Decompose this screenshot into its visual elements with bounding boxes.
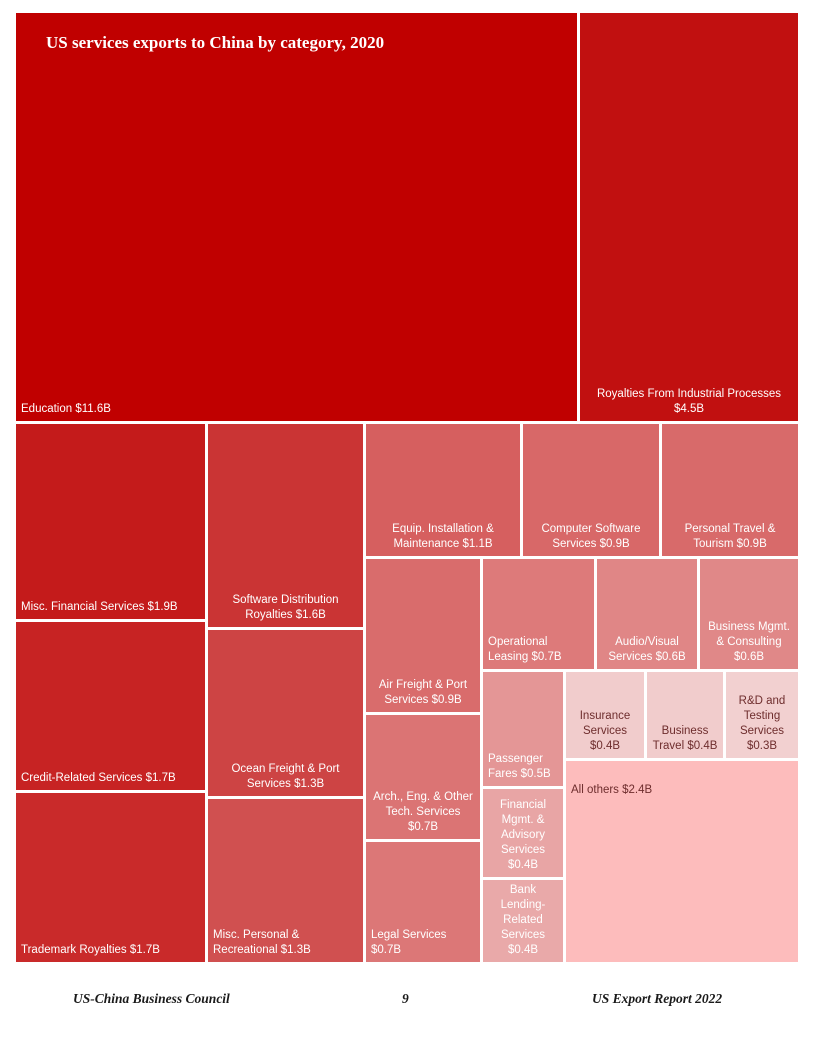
treemap-tile: Insurance Services $0.4B <box>566 672 644 758</box>
treemap-tile: Credit-Related Services $1.7B <box>16 622 205 790</box>
tile-label: Education $11.6B <box>21 403 111 415</box>
treemap-tile: Passenger Fares $0.5B <box>483 672 563 786</box>
tile-label: Trademark Royalties $1.7B <box>21 944 160 956</box>
tile-label: Credit-Related Services $1.7B <box>21 772 176 784</box>
footer-publisher: US-China Business Council <box>73 991 230 1006</box>
tile-label: Audio/Visual Services $0.6B <box>608 636 686 663</box>
treemap-tile: Ocean Freight & Port Services $1.3B <box>208 630 363 796</box>
tile-label: Misc. Personal & Recreational $1.3B <box>213 929 311 956</box>
tile-label: Insurance Services $0.4B <box>579 710 631 752</box>
tile-label: Operational Leasing $0.7B <box>488 636 562 663</box>
treemap-tile: R&D and Testing Services $0.3B <box>726 672 798 758</box>
treemap-tile: Misc. Financial Services $1.9B <box>16 424 205 619</box>
tile-label: Passenger Fares $0.5B <box>488 753 551 780</box>
treemap-tile: Financial Mgmt. & Advisory Services $0.4… <box>483 789 563 877</box>
tile-label: Misc. Financial Services $1.9B <box>21 601 178 613</box>
treemap-tile: Trademark Royalties $1.7B <box>16 793 205 962</box>
treemap-tile: Computer Software Services $0.9B <box>523 424 659 556</box>
tile-label: Computer Software Services $0.9B <box>541 523 641 550</box>
footer-report-title: US Export Report 2022 <box>592 991 723 1006</box>
treemap-tile: Operational Leasing $0.7B <box>483 559 594 669</box>
tile-label: Business Travel $0.4B <box>652 725 718 752</box>
treemap-tile: Royalties From Industrial Processes $4.5… <box>580 13 798 421</box>
treemap-tile: Arch., Eng. & Other Tech. Services $0.7B <box>366 715 480 839</box>
treemap-tile: Air Freight & Port Services $0.9B <box>366 559 480 712</box>
treemap-tile: All others $2.4B <box>566 761 798 962</box>
treemap-tile: Bank Lending- Related Services $0.4B <box>483 880 563 962</box>
footer-page-number: 9 <box>402 991 409 1006</box>
treemap-tile: Legal Services $0.7B <box>366 842 480 962</box>
treemap: Education $11.6B Royalties From Industria… <box>14 11 800 964</box>
tile-label: Arch., Eng. & Other Tech. Services $0.7B <box>373 791 473 833</box>
tile-label: Financial Mgmt. & Advisory Services $0.4… <box>499 799 547 871</box>
tile-label: Royalties From Industrial Processes $4.5… <box>596 388 782 415</box>
tile-label: All others $2.4B <box>571 784 653 796</box>
chart-title: US services exports to China by category… <box>46 33 385 52</box>
tile-label: R&D and Testing Services $0.3B <box>738 695 786 752</box>
treemap-tile: Software Distribution Royalties $1.6B <box>208 424 363 627</box>
tile-label: Software Distribution Royalties $1.6B <box>232 594 339 621</box>
tile-label: Ocean Freight & Port Services $1.3B <box>231 763 340 790</box>
tile-label: Air Freight & Port Services $0.9B <box>378 679 468 706</box>
tile-label: Business Mgmt. & Consulting $0.6B <box>708 621 790 663</box>
treemap-tile: Business Mgmt. & Consulting $0.6B <box>700 559 798 669</box>
treemap-tile: Business Travel $0.4B <box>647 672 723 758</box>
treemap-tile: Audio/Visual Services $0.6B <box>597 559 697 669</box>
treemap-tile: Education $11.6B <box>16 13 577 421</box>
treemap-tile: Equip. Installation & Maintenance $1.1B <box>366 424 520 556</box>
treemap-tile: Misc. Personal & Recreational $1.3B <box>208 799 363 962</box>
tile-label: Bank Lending- Related Services $0.4B <box>500 884 546 956</box>
tile-label: Equip. Installation & Maintenance $1.1B <box>392 523 494 550</box>
treemap-tile: Personal Travel & Tourism $0.9B <box>662 424 798 556</box>
tile-label: Personal Travel & Tourism $0.9B <box>684 523 776 550</box>
tile-label: Legal Services $0.7B <box>371 929 447 956</box>
